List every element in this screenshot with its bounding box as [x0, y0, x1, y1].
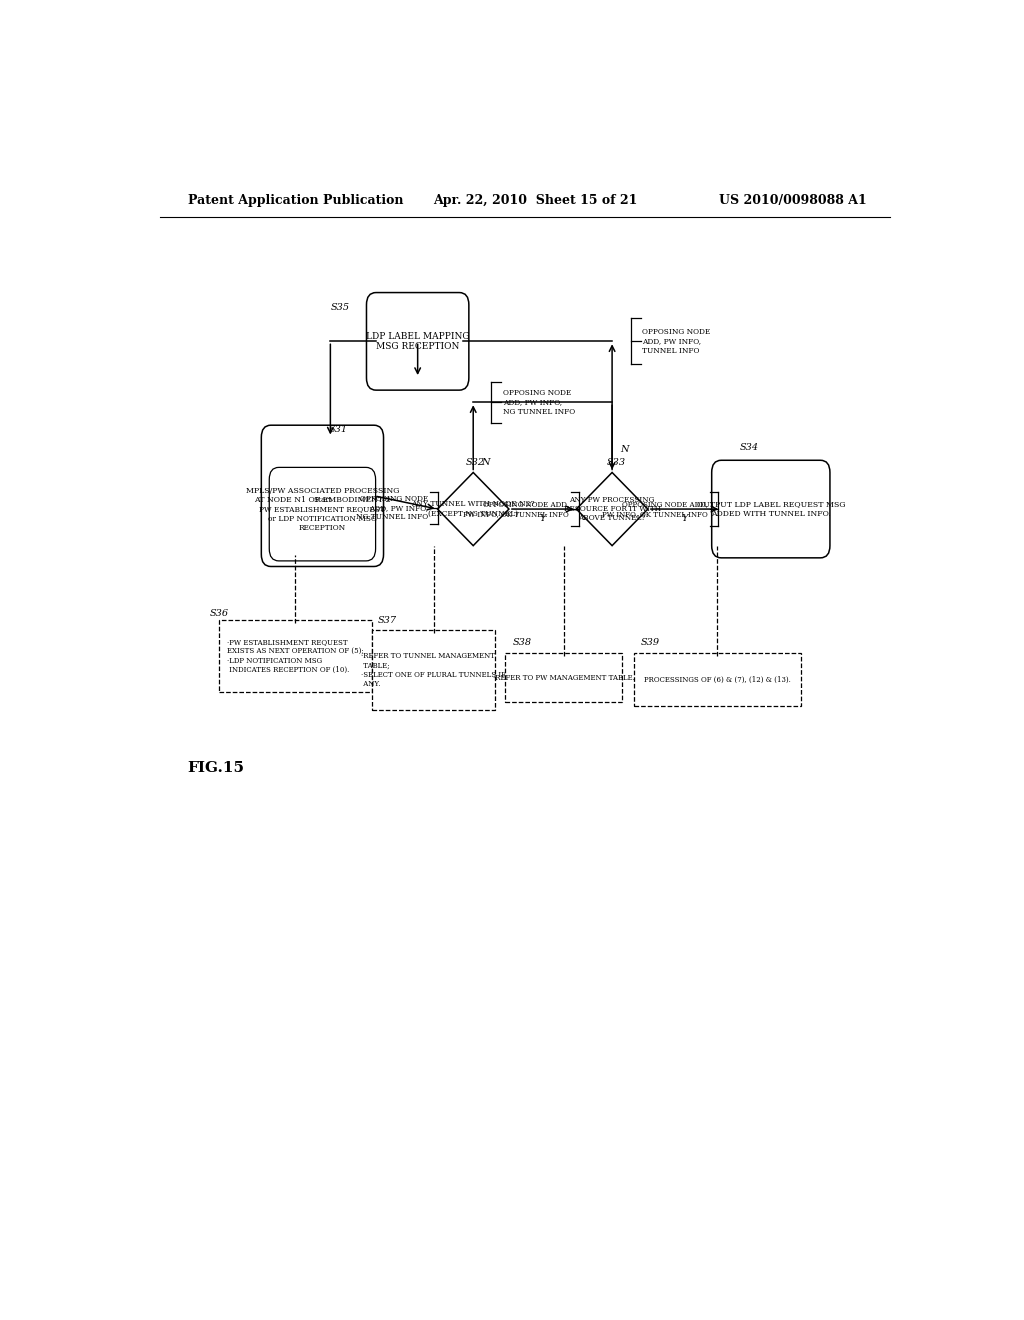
Text: ·REFER TO PW MANAGEMENT TABLE.: ·REFER TO PW MANAGEMENT TABLE.: [493, 673, 635, 682]
Text: S35: S35: [331, 304, 349, 313]
Text: S31: S31: [329, 425, 348, 434]
Text: OPPOSING NODE ADD,
PW INFO, OK TUNNEL INFO: OPPOSING NODE ADD, PW INFO, OK TUNNEL IN…: [602, 500, 709, 517]
Text: Patent Application Publication: Patent Application Publication: [187, 194, 403, 206]
FancyBboxPatch shape: [712, 461, 829, 558]
Text: N: N: [620, 445, 629, 454]
Text: OPPOSING NODE
ADD, PW INFO,
NG TUNNEL INFO: OPPOSING NODE ADD, PW INFO, NG TUNNEL IN…: [356, 495, 428, 521]
FancyBboxPatch shape: [219, 620, 373, 692]
Text: S33: S33: [606, 458, 626, 467]
Text: MPLS/PW ASSOCIATED PROCESSING
AT NODE N1 OF EMBODIMENT 2: MPLS/PW ASSOCIATED PROCESSING AT NODE N1…: [246, 487, 399, 504]
Polygon shape: [437, 473, 509, 545]
Text: S34: S34: [740, 444, 759, 453]
Text: S37: S37: [378, 616, 397, 624]
Text: ·REFER TO TUNNEL MANAGEMENT
 TABLE;
·SELECT ONE OF PLURAL TUNNELS IF
 ANY.: ·REFER TO TUNNEL MANAGEMENT TABLE; ·SELE…: [361, 652, 506, 688]
Text: PROCESSINGS OF (6) & (7), (12) & (13).: PROCESSINGS OF (6) & (7), (12) & (13).: [644, 676, 791, 684]
Text: ANY TUNNEL WITH NODE N2?
(EXCEPT NG TUNNEL): ANY TUNNEL WITH NODE N2? (EXCEPT NG TUNN…: [412, 500, 535, 517]
Text: OPPOSING NODE
ADD, PW INFO,
NG TUNNEL INFO: OPPOSING NODE ADD, PW INFO, NG TUNNEL IN…: [503, 389, 574, 416]
Text: FIG.15: FIG.15: [187, 762, 245, 775]
Text: Start
PW ESTABLISHMENT REQUEST
or LDP NOTIFICATION MSG
RECEPTION: Start PW ESTABLISHMENT REQUEST or LDP NO…: [259, 496, 385, 532]
Text: ANY PW PROCESSING
RESOURCE FOR IT WITH
ABOVE TUNNEL?: ANY PW PROCESSING RESOURCE FOR IT WITH A…: [563, 496, 660, 523]
Text: OPPOSING NODE
ADD, PW INFO,
TUNNEL INFO: OPPOSING NODE ADD, PW INFO, TUNNEL INFO: [642, 329, 711, 355]
FancyBboxPatch shape: [634, 653, 801, 706]
Text: S36: S36: [210, 609, 229, 618]
Text: OPPOSING NODE ADD,
PW INFO, OK TUNNEL INFO: OPPOSING NODE ADD, PW INFO, OK TUNNEL IN…: [464, 500, 569, 517]
Text: S32: S32: [466, 458, 485, 467]
Text: S39: S39: [641, 639, 659, 647]
Text: S38: S38: [513, 639, 532, 647]
FancyBboxPatch shape: [367, 293, 469, 391]
Text: Y: Y: [540, 515, 546, 523]
Text: ·PW ESTABLISHMENT REQUEST
EXISTS AS NEXT OPERATION OF (5);
·LDP NOTIFICATION MSG: ·PW ESTABLISHMENT REQUEST EXISTS AS NEXT…: [227, 638, 365, 673]
Text: OUTPUT LDP LABEL REQUEST MSG
ADDED WITH TUNNEL INFO.: OUTPUT LDP LABEL REQUEST MSG ADDED WITH …: [696, 500, 845, 517]
Polygon shape: [577, 473, 648, 545]
Text: Y: Y: [681, 515, 688, 523]
Text: US 2010/0098088 A1: US 2010/0098088 A1: [719, 194, 867, 206]
Text: N: N: [481, 458, 489, 467]
FancyBboxPatch shape: [505, 653, 623, 702]
FancyBboxPatch shape: [261, 425, 384, 566]
FancyBboxPatch shape: [269, 467, 376, 561]
FancyBboxPatch shape: [372, 630, 496, 710]
Text: LDP LABEL MAPPING
MSG RECEPTION: LDP LABEL MAPPING MSG RECEPTION: [366, 331, 469, 351]
Text: Apr. 22, 2010  Sheet 15 of 21: Apr. 22, 2010 Sheet 15 of 21: [433, 194, 638, 206]
